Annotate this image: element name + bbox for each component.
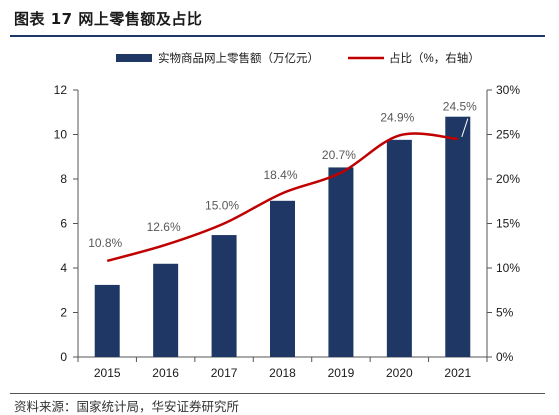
right-axis-tick-label: 25% — [496, 128, 520, 142]
right-axis-tick-label: 20% — [496, 172, 520, 186]
data-label-2019: 20.7% — [322, 148, 356, 162]
left-axis-tick-label: 6 — [60, 217, 67, 231]
data-label-2016: 12.6% — [147, 220, 181, 234]
x-axis-tick-label: 2021 — [444, 366, 471, 380]
bar-2016 — [153, 263, 179, 357]
left-axis-tick-label: 8 — [60, 172, 67, 186]
left-axis-tick-label: 4 — [60, 261, 67, 275]
bar-2015 — [94, 284, 120, 357]
x-axis-tick-label: 2020 — [386, 366, 413, 380]
share-line — [106, 132, 458, 263]
bar-2017 — [211, 235, 237, 357]
figure-title: 图表 17 网上零售额及占比 — [14, 10, 203, 28]
bar-2018 — [270, 200, 295, 357]
right-axis-tick-label: 5% — [496, 306, 514, 320]
legend-bar-swatch — [116, 54, 152, 62]
data-label-2018: 18.4% — [263, 168, 297, 182]
bar-2020 — [386, 139, 412, 357]
left-axis-tick-label: 0 — [60, 350, 67, 364]
right-axis-tick-label: 30% — [496, 83, 520, 97]
source-rule — [10, 393, 545, 394]
data-label-2021: 24.5% — [443, 100, 477, 114]
data-label-2017: 15.0% — [205, 199, 239, 213]
source-note: 资料来源：国家统计局，华安证券研究所 — [14, 399, 240, 414]
x-axis-tick-label: 2015 — [94, 366, 121, 380]
data-label-2015: 10.8% — [88, 236, 122, 250]
x-axis-tick-label: 2017 — [211, 366, 238, 380]
x-axis-tick-label: 2018 — [269, 366, 296, 380]
right-axis-tick-label: 0% — [496, 350, 514, 364]
right-axis-tick-label: 10% — [496, 261, 520, 275]
legend-bar-label: 实物商品网上零售额（万亿元） — [158, 51, 319, 65]
data-label-leader — [461, 118, 469, 138]
bar-2019 — [328, 167, 354, 357]
bar-2021 — [445, 116, 471, 357]
legend-line-label: 占比（%，右轴） — [389, 51, 480, 65]
legend: 实物商品网上零售额（万亿元） 占比（%，右轴） — [116, 51, 480, 65]
bars — [94, 116, 471, 357]
x-axis-tick-label: 2016 — [152, 366, 179, 380]
left-axis-tick-label: 10 — [54, 128, 68, 142]
left-axis-tick-label: 2 — [60, 306, 67, 320]
axes: 0 2 4 6 8 10 12 0% 5% 10% 15% 20% 25% 30% 2015 2016 2017… — [54, 83, 521, 380]
left-axis-tick-label: 12 — [54, 83, 68, 97]
right-axis-tick-label: 15% — [496, 217, 520, 231]
title-rule — [10, 35, 545, 37]
x-axis-tick-label: 2019 — [328, 366, 355, 380]
line-series: 10.8% 12.6% 15.0% 18.4% 20.7% 24.9% 24.5% — [88, 100, 477, 263]
data-label-2020: 24.9% — [380, 110, 414, 124]
